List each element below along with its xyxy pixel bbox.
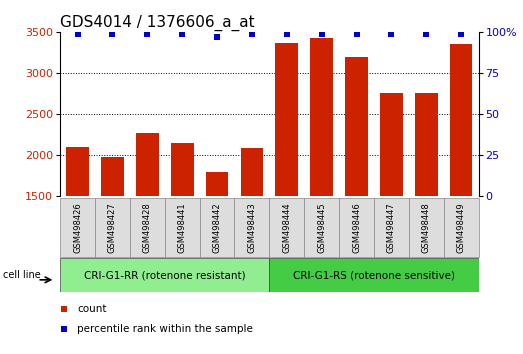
Point (387, 31, 395, 36)
Text: GSM498443: GSM498443 (247, 202, 256, 253)
Bar (200, 198, 234, 257)
Point (303, 38, 312, 44)
Bar (241, 148, 263, 196)
Bar (171, 143, 194, 196)
Text: GSM498444: GSM498444 (282, 202, 291, 253)
Bar (130, 198, 165, 257)
Bar (206, 172, 229, 196)
Point (143, 31, 152, 36)
Text: GSM498448: GSM498448 (422, 202, 431, 253)
Text: GSM498447: GSM498447 (387, 202, 396, 253)
Bar (380, 93, 403, 196)
Bar (66, 147, 89, 196)
Text: count: count (77, 304, 106, 314)
Point (457, 31, 465, 36)
Text: GSM498442: GSM498442 (212, 202, 222, 253)
Bar (60, 198, 95, 257)
Bar (101, 157, 124, 196)
Point (282, 31, 291, 36)
Point (353, 31, 361, 36)
Bar (345, 57, 368, 196)
Bar (339, 198, 374, 257)
Bar (95, 198, 130, 257)
Bar (415, 93, 438, 196)
Text: GSM498449: GSM498449 (457, 202, 465, 253)
Text: cell line: cell line (3, 270, 40, 280)
Bar (269, 198, 304, 257)
Text: GSM498427: GSM498427 (108, 202, 117, 253)
Point (108, 31, 117, 36)
Bar (304, 198, 339, 257)
Bar (165, 198, 200, 257)
Text: CRI-G1-RR (rotenone resistant): CRI-G1-RR (rotenone resistant) (84, 270, 246, 280)
Bar (136, 133, 158, 196)
Text: GDS4014 / 1376606_a_at: GDS4014 / 1376606_a_at (60, 14, 255, 30)
Text: GSM498441: GSM498441 (178, 202, 187, 253)
Bar (276, 44, 298, 196)
Text: percentile rank within the sample: percentile rank within the sample (77, 324, 253, 334)
Bar (450, 44, 472, 196)
Bar (269, 258, 479, 292)
Text: GSM498445: GSM498445 (317, 202, 326, 253)
Point (178, 31, 186, 36)
Text: CRI-G1-RS (rotenone sensitive): CRI-G1-RS (rotenone sensitive) (293, 270, 455, 280)
Point (422, 31, 430, 36)
Bar (310, 38, 333, 196)
Bar (409, 198, 444, 257)
Point (303, 219, 312, 225)
Point (248, 31, 256, 36)
Text: GSM498426: GSM498426 (73, 202, 82, 253)
Text: GSM498446: GSM498446 (352, 202, 361, 253)
Bar (234, 198, 269, 257)
Point (317, 31, 326, 36)
Bar (444, 198, 479, 257)
Bar (374, 198, 409, 257)
Text: GSM498428: GSM498428 (143, 202, 152, 253)
Point (213, 34, 221, 40)
Bar (60, 258, 269, 292)
Point (73, 31, 82, 36)
